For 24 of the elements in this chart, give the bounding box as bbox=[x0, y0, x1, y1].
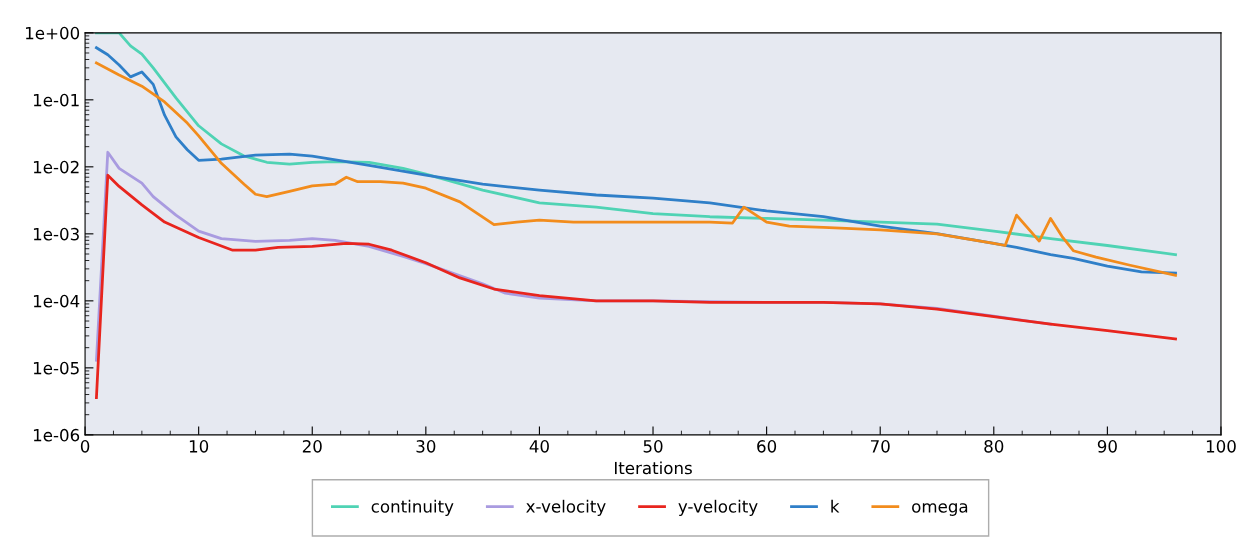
x-tick-label: 100 bbox=[1206, 440, 1236, 453]
legend-label: k bbox=[831, 499, 840, 513]
y-tick-label: 1e-04 bbox=[33, 294, 80, 308]
x-tick-label: 90 bbox=[1097, 440, 1117, 453]
y-tick-label: 1e-01 bbox=[33, 93, 79, 107]
legend-label: x-velocity bbox=[526, 499, 606, 516]
x-tick-label: 20 bbox=[302, 440, 322, 453]
x-tick-label: 0 bbox=[80, 440, 90, 453]
y-tick-label: 1e-03 bbox=[33, 227, 79, 241]
y-tick-label: 1e-06 bbox=[33, 428, 80, 442]
y-tick-label: 1e+00 bbox=[26, 26, 80, 40]
y-tick-label: 1e-02 bbox=[33, 160, 79, 174]
y-tick-label: 1e-05 bbox=[33, 361, 79, 375]
x-axis-title: Iterations bbox=[614, 461, 692, 475]
x-tick-label: 10 bbox=[189, 440, 209, 453]
legend-label: omega bbox=[912, 503, 968, 516]
x-tick-label: 70 bbox=[870, 440, 890, 453]
x-tick-label: 40 bbox=[529, 440, 549, 453]
legend-label: continuity bbox=[371, 499, 454, 516]
legend-label: y-velocity bbox=[678, 499, 758, 516]
x-tick-label: 30 bbox=[416, 440, 436, 453]
x-tick-label: 80 bbox=[984, 440, 1004, 453]
x-tick-label: 50 bbox=[643, 440, 663, 453]
x-tick-label: 60 bbox=[757, 440, 777, 453]
